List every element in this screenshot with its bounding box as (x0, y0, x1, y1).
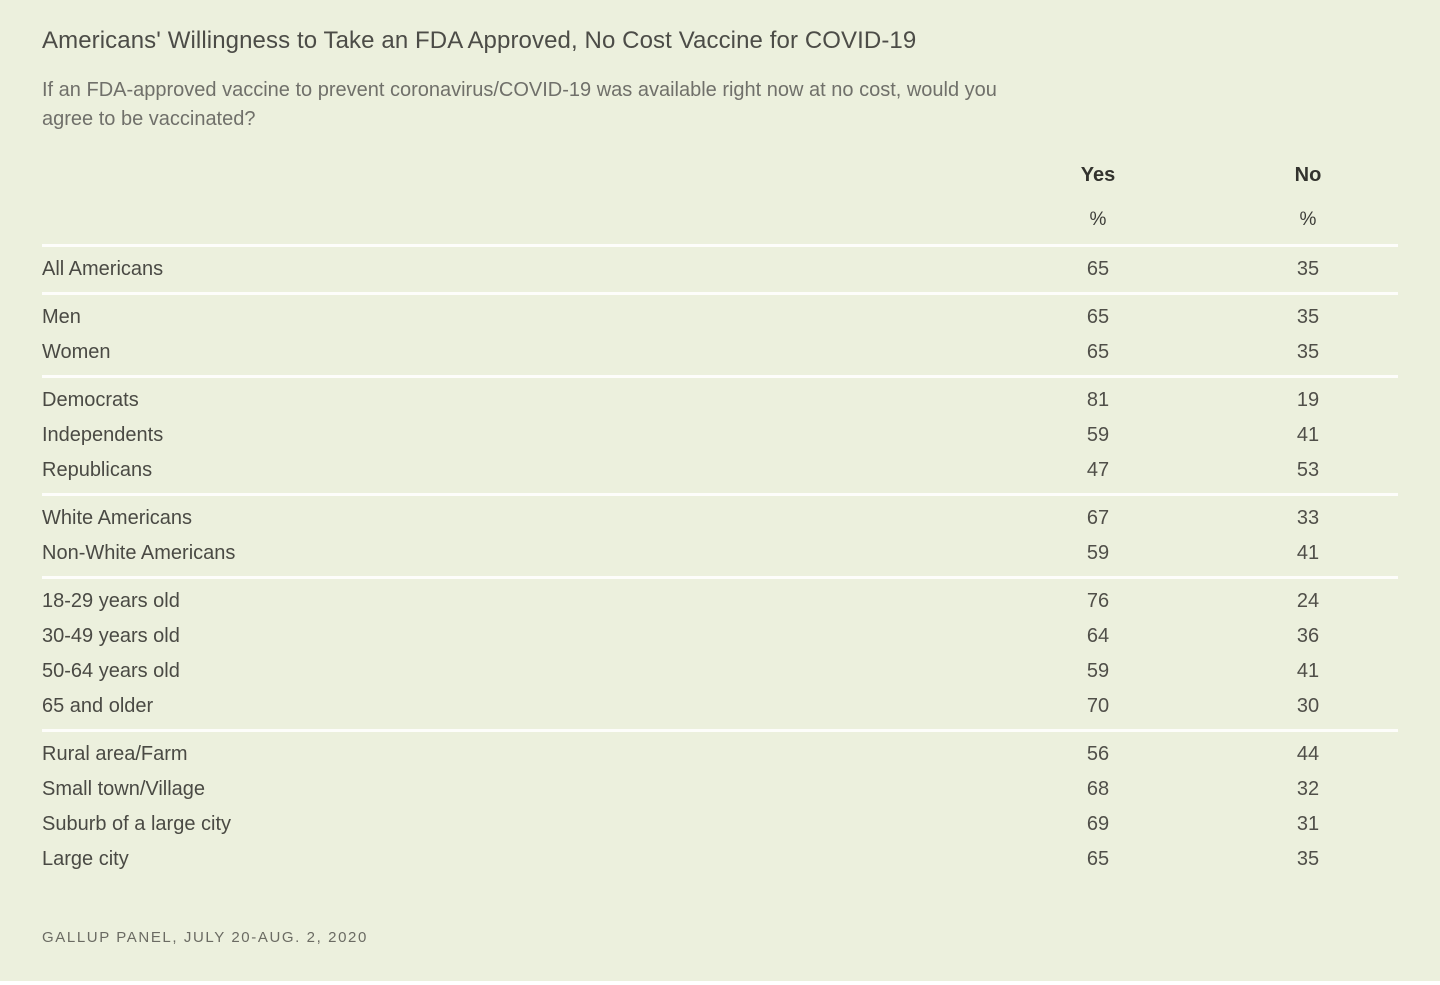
row-label: Rural area/Farm (42, 743, 188, 765)
row-label: 65 and older (42, 695, 154, 717)
no-value: 35 (1296, 306, 1320, 328)
table-row: White Americans 67 33 (42, 501, 1398, 536)
row-label: Independents (42, 424, 164, 446)
yes-value: 59 (1086, 542, 1110, 564)
yes-value: 67 (1086, 507, 1110, 529)
yes-value: 59 (1086, 424, 1110, 446)
yes-value: 70 (1086, 695, 1110, 717)
table-row: 18-29 years old 76 24 (42, 584, 1398, 619)
row-label: Non-White Americans (42, 542, 236, 564)
no-value: 41 (1296, 660, 1320, 682)
table-body: All Americans 65 35 Men 65 35 Women 65 35 Democra… (42, 247, 1398, 882)
table-row: 50-64 years old 59 41 (42, 654, 1398, 689)
row-label: Men (42, 306, 81, 328)
row-label: 50-64 years old (42, 660, 180, 682)
no-value: 35 (1296, 258, 1320, 280)
row-label: Suburb of a large city (42, 813, 231, 835)
yes-value: 65 (1086, 848, 1110, 870)
no-value: 41 (1296, 424, 1320, 446)
yes-value: 64 (1086, 625, 1110, 647)
table-group: Rural area/Farm 56 44 Small town/Village 68 3… (42, 732, 1398, 882)
table-row: 30-49 years old 64 36 (42, 619, 1398, 654)
no-value: 32 (1296, 778, 1320, 800)
yes-value: 56 (1086, 743, 1110, 765)
no-value: 35 (1296, 848, 1320, 870)
row-label: Small town/Village (42, 778, 206, 800)
column-header-no: No % (1218, 160, 1398, 235)
table-row: Democrats 81 19 (42, 383, 1398, 418)
table-row: Independents 59 41 (42, 418, 1398, 453)
yes-column-unit: % (1089, 209, 1107, 230)
no-value: 31 (1296, 813, 1320, 835)
yes-value: 68 (1086, 778, 1110, 800)
table-group: All Americans 65 35 (42, 247, 1398, 295)
yes-value: 69 (1086, 813, 1110, 835)
row-label: Large city (42, 848, 129, 870)
table-row: Republicans 47 53 (42, 453, 1398, 488)
yes-column-label: Yes (1080, 164, 1116, 186)
table-group: Democrats 81 19 Independents 59 41 Republicans… (42, 378, 1398, 496)
row-label: Women (42, 341, 111, 363)
table-row: 65 and older 70 30 (42, 689, 1398, 724)
table-group: White Americans 67 33 Non-White Americans 59… (42, 496, 1398, 579)
results-table: Yes % No % All Americans 65 35 Men 65 35 Women… (42, 160, 1398, 882)
column-header-yes: Yes % (978, 160, 1218, 235)
no-value: 44 (1296, 743, 1320, 765)
table-header-row: Yes % No % (42, 160, 1398, 247)
header-spacer (42, 160, 978, 235)
no-column-label: No (1294, 164, 1322, 186)
table-group: Men 65 35 Women 65 35 (42, 295, 1398, 378)
row-label: All Americans (42, 258, 164, 280)
yes-value: 47 (1086, 459, 1110, 481)
survey-question: If an FDA-approved vaccine to prevent co… (42, 79, 997, 130)
table-row: Small town/Village 68 32 (42, 772, 1398, 807)
table-row: Suburb of a large city 69 31 (42, 807, 1398, 842)
row-label: Republicans (42, 459, 153, 481)
no-value: 53 (1296, 459, 1320, 481)
table-row: Large city 65 35 (42, 842, 1398, 877)
no-value: 41 (1296, 542, 1320, 564)
no-value: 24 (1296, 590, 1320, 612)
yes-value: 65 (1086, 341, 1110, 363)
table-group: 18-29 years old 76 24 30-49 years old 64 36 50… (42, 579, 1398, 732)
row-label: White Americans (42, 507, 193, 529)
table-row: Women 65 35 (42, 335, 1398, 370)
bottom-edge-divider (0, 981, 1440, 985)
no-value: 30 (1296, 695, 1320, 717)
row-label: 18-29 years old (42, 590, 180, 612)
no-column-unit: % (1299, 209, 1317, 230)
yes-value: 65 (1086, 306, 1110, 328)
table-row: All Americans 65 35 (42, 252, 1398, 287)
no-value: 33 (1296, 507, 1320, 529)
yes-value: 65 (1086, 258, 1110, 280)
row-label: 30-49 years old (42, 625, 180, 647)
no-value: 35 (1296, 341, 1320, 363)
table-row: Rural area/Farm 56 44 (42, 737, 1398, 772)
page-title: Americans' Willingness to Take an FDA Ap… (42, 27, 917, 54)
table-row: Non-White Americans 59 41 (42, 536, 1398, 571)
yes-value: 81 (1086, 389, 1110, 411)
yes-value: 59 (1086, 660, 1110, 682)
yes-value: 76 (1086, 590, 1110, 612)
no-value: 36 (1296, 625, 1320, 647)
source-note: GALLUP PANEL, JULY 20-AUG. 2, 2020 (42, 929, 368, 946)
no-value: 19 (1296, 389, 1320, 411)
row-label: Democrats (42, 389, 139, 411)
table-row: Men 65 35 (42, 300, 1398, 335)
